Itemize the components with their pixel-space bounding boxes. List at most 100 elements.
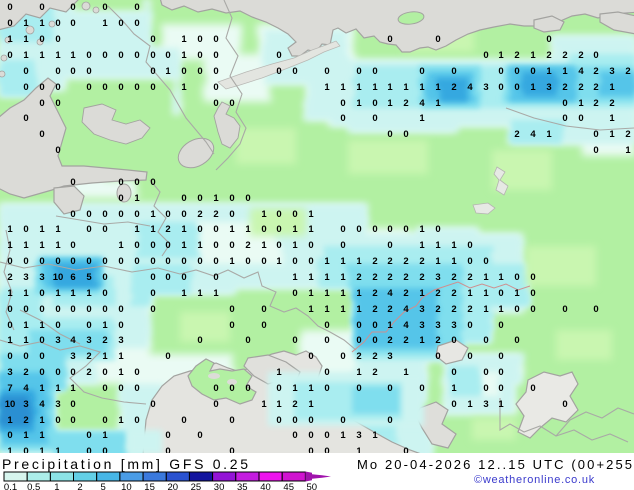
svg-text:10: 10 — [53, 272, 64, 283]
svg-text:0: 0 — [340, 351, 345, 362]
svg-text:0: 0 — [181, 209, 186, 220]
svg-text:1: 1 — [7, 240, 13, 251]
svg-text:0: 0 — [261, 320, 266, 331]
svg-text:0: 0 — [70, 177, 75, 188]
svg-text:0: 0 — [419, 383, 424, 394]
svg-text:1: 1 — [356, 304, 362, 315]
svg-text:1: 1 — [340, 288, 346, 299]
svg-text:0: 0 — [435, 34, 440, 45]
svg-text:0: 0 — [213, 50, 218, 61]
svg-text:1: 1 — [134, 224, 140, 235]
svg-text:1: 1 — [23, 50, 29, 61]
svg-text:0: 0 — [356, 224, 361, 235]
svg-text:1: 1 — [229, 224, 235, 235]
svg-text:0: 0 — [39, 129, 44, 140]
svg-text:0: 0 — [467, 320, 472, 331]
svg-text:0: 0 — [197, 335, 202, 346]
svg-text:1: 1 — [467, 399, 473, 410]
svg-text:0: 0 — [276, 383, 281, 394]
svg-text:2: 2 — [403, 98, 408, 109]
svg-text:0: 0 — [356, 383, 361, 394]
svg-text:1: 1 — [276, 367, 282, 378]
svg-text:1: 1 — [356, 256, 362, 267]
svg-text:2: 2 — [165, 224, 170, 235]
svg-text:1: 1 — [356, 82, 362, 93]
svg-text:1: 1 — [181, 34, 187, 45]
svg-text:0: 0 — [39, 34, 44, 45]
svg-text:0: 0 — [562, 113, 567, 124]
svg-text:3: 3 — [419, 320, 424, 331]
svg-text:1: 1 — [23, 288, 29, 299]
svg-text:0: 0 — [213, 66, 218, 77]
svg-text:0: 0 — [181, 193, 186, 204]
svg-text:0: 0 — [387, 224, 392, 235]
svg-text:0: 0 — [134, 2, 139, 13]
svg-text:1: 1 — [498, 304, 504, 315]
svg-text:3: 3 — [435, 272, 440, 283]
svg-text:0: 0 — [7, 2, 12, 13]
svg-text:0: 0 — [70, 240, 75, 251]
svg-text:2: 2 — [372, 256, 377, 267]
svg-text:1: 1 — [197, 288, 203, 299]
svg-text:0: 0 — [23, 113, 28, 124]
svg-text:0: 0 — [181, 256, 186, 267]
svg-text:0: 0 — [324, 383, 329, 394]
svg-text:0: 0 — [134, 18, 139, 29]
svg-text:0: 0 — [23, 256, 28, 267]
svg-text:0: 0 — [55, 82, 60, 93]
svg-text:0: 0 — [562, 304, 567, 315]
svg-text:2: 2 — [435, 335, 440, 346]
svg-text:0: 0 — [261, 304, 266, 315]
svg-text:0: 0 — [86, 82, 91, 93]
svg-text:0: 0 — [213, 256, 218, 267]
svg-text:0: 0 — [308, 446, 313, 453]
svg-text:2: 2 — [387, 304, 392, 315]
svg-text:0: 0 — [324, 320, 329, 331]
svg-text:1: 1 — [7, 335, 13, 346]
svg-text:0: 0 — [86, 224, 91, 235]
svg-text:2: 2 — [403, 288, 408, 299]
svg-text:0: 0 — [578, 113, 583, 124]
svg-text:40: 40 — [260, 482, 271, 490]
svg-text:0: 0 — [150, 272, 155, 283]
svg-text:1: 1 — [55, 383, 61, 394]
svg-text:0: 0 — [165, 272, 170, 283]
svg-text:0: 0 — [530, 272, 535, 283]
svg-text:1: 1 — [7, 34, 13, 45]
svg-text:10: 10 — [5, 399, 16, 410]
svg-text:0: 0 — [340, 98, 345, 109]
svg-text:0: 0 — [562, 399, 567, 410]
svg-text:0: 0 — [118, 50, 123, 61]
svg-text:2: 2 — [578, 50, 583, 61]
svg-text:0: 0 — [150, 399, 155, 410]
svg-text:1: 1 — [165, 66, 171, 77]
svg-text:1: 1 — [55, 446, 61, 453]
svg-text:0: 0 — [102, 209, 107, 220]
svg-text:0: 0 — [514, 82, 519, 93]
svg-text:1: 1 — [609, 82, 615, 93]
svg-text:0: 0 — [86, 446, 91, 453]
svg-text:10: 10 — [121, 482, 132, 490]
svg-text:1: 1 — [498, 50, 504, 61]
svg-text:2: 2 — [7, 272, 12, 283]
svg-text:3: 3 — [435, 320, 440, 331]
svg-text:1: 1 — [181, 240, 187, 251]
svg-text:3: 3 — [7, 367, 12, 378]
svg-text:1: 1 — [70, 383, 76, 394]
svg-text:3: 3 — [55, 335, 60, 346]
svg-text:0: 0 — [213, 383, 218, 394]
svg-text:0: 0 — [150, 82, 155, 93]
svg-text:0: 0 — [118, 177, 123, 188]
svg-text:0: 0 — [372, 66, 377, 77]
svg-text:2: 2 — [562, 82, 567, 93]
svg-text:2: 2 — [451, 304, 456, 315]
svg-text:0: 0 — [39, 335, 44, 346]
svg-text:15: 15 — [144, 482, 155, 490]
svg-text:2: 2 — [435, 288, 440, 299]
svg-text:0: 0 — [23, 82, 28, 93]
svg-text:0: 0 — [324, 367, 329, 378]
svg-text:0: 0 — [292, 415, 297, 426]
svg-text:4: 4 — [403, 320, 409, 331]
svg-text:0: 0 — [23, 304, 28, 315]
svg-text:0: 0 — [308, 256, 313, 267]
